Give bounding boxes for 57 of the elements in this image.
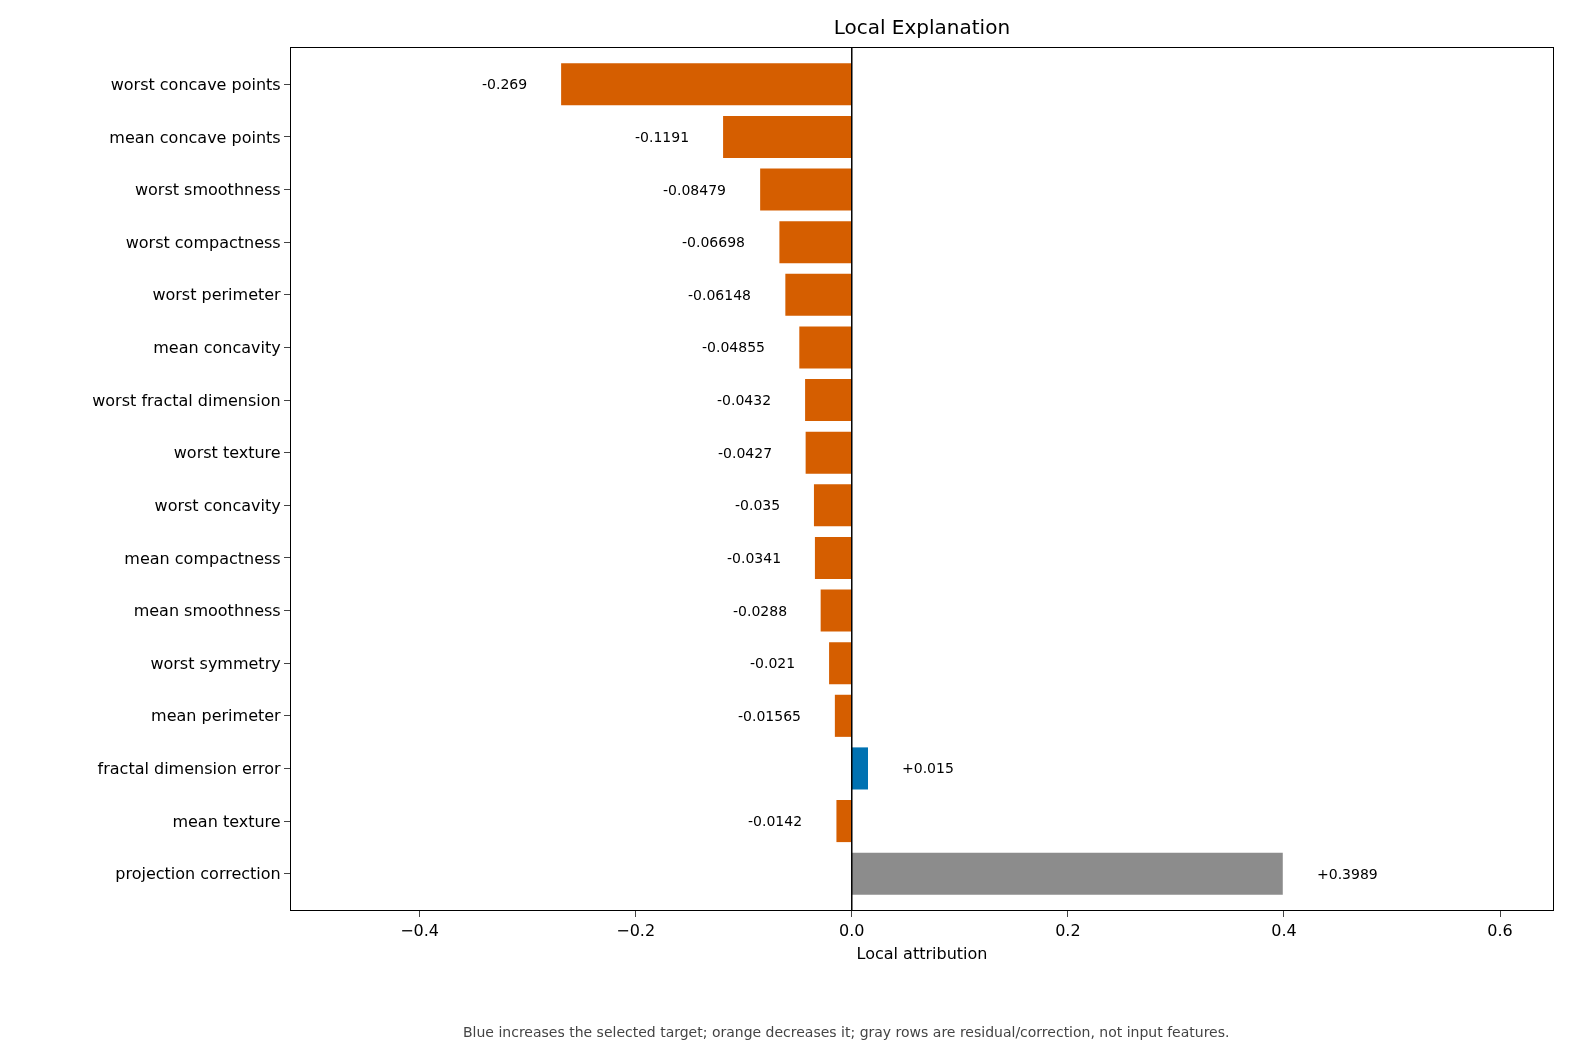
bar: [834, 694, 852, 737]
bar: [805, 379, 852, 422]
x-tick-label: 0.2: [1055, 921, 1081, 941]
bar: [851, 747, 868, 790]
data-label: -0.0288: [733, 603, 788, 619]
y-tick-label: worst concave points: [110, 74, 281, 94]
x-axis-title: Local attribution: [856, 944, 988, 963]
x-tick-label: 0.4: [1271, 921, 1297, 941]
x-tick-label: −0.2: [616, 921, 656, 941]
data-label: -0.01565: [738, 708, 801, 724]
bar: [851, 852, 1283, 895]
data-label: -0.0341: [727, 550, 782, 566]
bar: [561, 63, 852, 106]
bar: [805, 431, 852, 474]
x-tick-label: −0.4: [400, 921, 440, 941]
y-tick-label: mean concave points: [109, 127, 281, 147]
data-label: -0.1191: [635, 129, 690, 145]
bar: [760, 168, 852, 211]
bar: [820, 589, 852, 632]
data-label: -0.269: [482, 76, 528, 92]
y-tick-label: worst concavity: [154, 495, 281, 515]
y-tick-label: worst perimeter: [152, 285, 282, 305]
data-label: -0.0142: [748, 813, 803, 829]
data-label: +0.015: [902, 760, 954, 776]
data-label: -0.0432: [717, 392, 772, 408]
data-label: -0.04855: [702, 339, 765, 355]
y-tick-label: fractal dimension error: [97, 759, 282, 779]
y-tick-label: mean compactness: [124, 548, 281, 568]
data-label: +0.3989: [1317, 866, 1378, 882]
bar: [813, 484, 852, 527]
data-label: -0.08479: [663, 182, 726, 198]
y-tick-label: worst symmetry: [150, 653, 281, 673]
bar: [829, 642, 852, 685]
data-label: -0.06698: [682, 234, 745, 250]
bar: [785, 273, 852, 316]
data-label: -0.06148: [688, 287, 751, 303]
y-tick-label: worst smoothness: [134, 180, 281, 200]
bar: [814, 536, 852, 579]
data-label: -0.0427: [718, 445, 773, 461]
bar: [799, 326, 852, 369]
y-tick-label: mean smoothness: [133, 601, 281, 621]
x-tick-label: 0.6: [1487, 921, 1513, 941]
bar: [779, 221, 852, 264]
chart-title: Local Explanation: [833, 14, 1011, 39]
y-tick-label: mean concavity: [153, 338, 281, 358]
y-tick-label: worst texture: [173, 443, 281, 463]
data-label: -0.035: [735, 497, 781, 513]
y-tick-label: worst fractal dimension: [92, 390, 281, 410]
bar: [723, 115, 852, 158]
y-tick-label: worst compactness: [125, 232, 281, 252]
x-tick-label: 0.0: [839, 921, 865, 941]
y-tick-label: mean perimeter: [151, 706, 282, 726]
text: Blue increases the selected target; orange decreases it; gray rows are residual/correction, not input features.: [463, 1024, 1230, 1040]
y-tick-label: projection correction: [115, 864, 281, 884]
y-tick-label: mean texture: [172, 811, 281, 831]
data-label: -0.021: [750, 655, 796, 671]
bar: [836, 800, 852, 843]
